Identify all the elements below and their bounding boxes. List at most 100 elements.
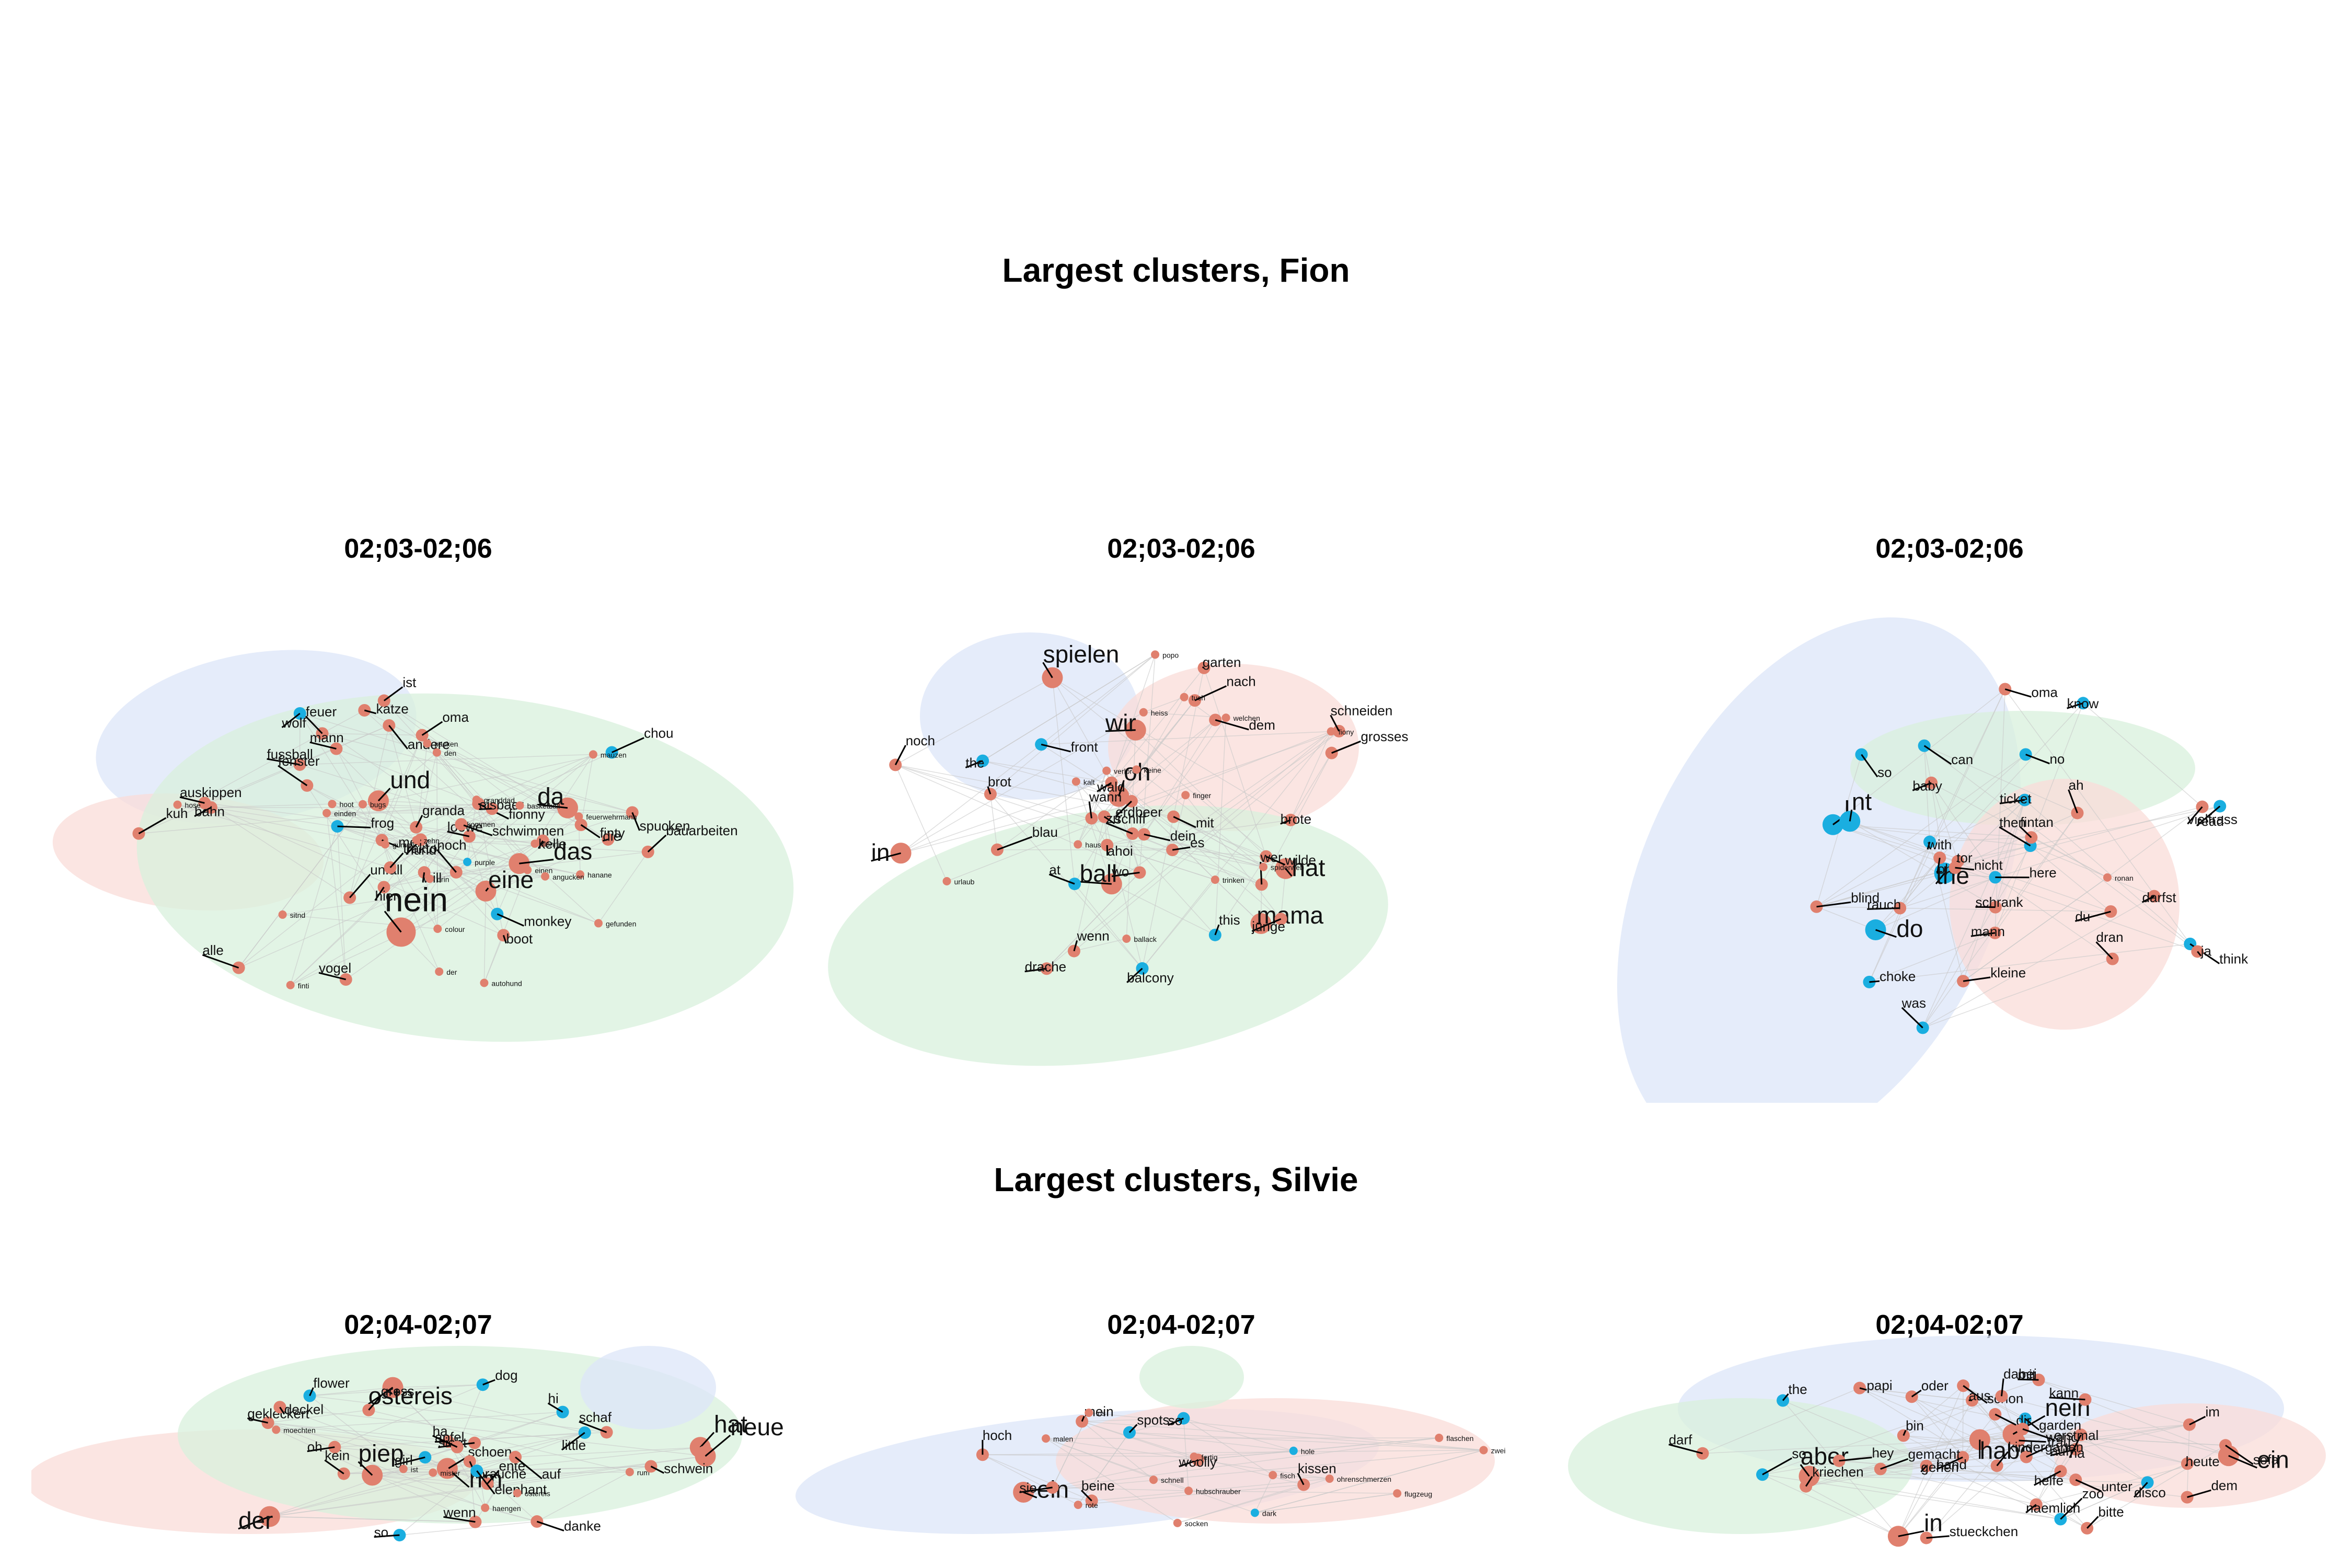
graph-edge xyxy=(423,872,439,929)
word-node xyxy=(399,1465,408,1473)
word-node xyxy=(1966,1394,1979,1407)
label-leader xyxy=(1963,1385,1988,1404)
graph-edge xyxy=(1052,677,1075,884)
label-leader xyxy=(1023,1491,1037,1498)
word-label: trinken xyxy=(1223,876,1244,884)
graph-edge xyxy=(1903,1435,2088,1529)
word-label: bin xyxy=(1906,1417,1924,1433)
graph-edge xyxy=(1254,1449,1484,1514)
graph-edge xyxy=(1762,1474,1899,1537)
graph-edge xyxy=(536,1471,630,1522)
graph-edge xyxy=(1816,867,1955,907)
word-label: here xyxy=(2030,865,2057,881)
graph-edge xyxy=(322,733,422,736)
word-label: with xyxy=(1927,837,1952,852)
label-leader xyxy=(1903,1429,1907,1436)
word-label: popo xyxy=(1162,651,1179,659)
word-node xyxy=(1209,713,1222,727)
graph-edge xyxy=(983,760,1112,783)
graph-edge xyxy=(990,654,1156,794)
label-leader xyxy=(1019,1486,1053,1493)
graph-edge xyxy=(238,872,457,969)
word-label: papi xyxy=(1866,1377,1892,1393)
word-label: wilde xyxy=(1285,852,1316,868)
word-label: schwimmen xyxy=(492,823,564,838)
label-leader xyxy=(1331,740,1362,754)
word-label: ostereis xyxy=(368,1382,453,1409)
word-node xyxy=(1989,1408,2002,1421)
word-label: ronan xyxy=(2115,874,2134,882)
graph-edge xyxy=(1185,794,1282,919)
graph-edge xyxy=(1924,745,2078,814)
network-graph: neinunddasdaeinefeuerunfallfintymannhier… xyxy=(52,650,794,1042)
word-node xyxy=(497,929,510,942)
word-label: frog xyxy=(371,815,394,831)
label-leader xyxy=(2187,806,2203,825)
word-node xyxy=(173,800,182,809)
label-leader xyxy=(2187,1489,2211,1498)
graph-edge xyxy=(485,1507,537,1522)
label-leader xyxy=(631,812,641,831)
graph-edge xyxy=(299,713,438,929)
word-label: brote xyxy=(1281,811,1311,827)
panel-title: 02;03-02;06 xyxy=(344,534,492,564)
word-label: drache xyxy=(1025,959,1067,975)
word-label: dein xyxy=(1170,828,1196,844)
graph-edge xyxy=(1111,667,1205,783)
label-leader xyxy=(2050,1448,2077,1457)
word-node xyxy=(1479,1446,1488,1455)
label-leader xyxy=(1024,967,1047,973)
label-leader xyxy=(422,872,425,883)
word-label: kein xyxy=(325,1448,350,1463)
graph-edge xyxy=(982,1454,1078,1505)
label-leader xyxy=(2034,1470,2061,1486)
word-node xyxy=(2181,1491,2194,1504)
graph-edge xyxy=(1074,883,1143,969)
label-leader xyxy=(432,1435,458,1448)
label-leader xyxy=(349,873,371,898)
word-node xyxy=(589,750,597,759)
graph-edge xyxy=(268,1422,486,1508)
word-label: vielfrass xyxy=(2187,811,2237,827)
word-label: ballack xyxy=(1134,935,1157,943)
label-leader xyxy=(2019,1439,2046,1443)
word-label: dran xyxy=(2096,929,2124,945)
graph-edge xyxy=(177,804,390,868)
word-node xyxy=(1101,838,1114,851)
word-node xyxy=(2183,1418,2196,1431)
label-leader xyxy=(1126,967,1143,983)
graph-edge xyxy=(309,1395,607,1433)
word-label: ostereis xyxy=(525,1490,550,1498)
graph-edge xyxy=(990,794,998,850)
word-label: hi xyxy=(548,1391,559,1406)
graph-edge xyxy=(1869,932,1996,983)
label-leader xyxy=(368,1395,382,1411)
word-node xyxy=(410,821,423,834)
graph-edge xyxy=(372,1474,537,1522)
graph-edge xyxy=(1023,1449,1484,1493)
graph-edge xyxy=(326,812,535,844)
graph-edge xyxy=(1074,697,1185,884)
word-label: moechten xyxy=(283,1426,315,1434)
label-leader xyxy=(2068,789,2078,814)
word-label: heute xyxy=(2186,1454,2220,1469)
label-leader xyxy=(1859,1387,1867,1391)
label-leader xyxy=(247,1417,268,1424)
word-label: frau xyxy=(2047,1435,2071,1450)
word-node xyxy=(2012,1434,2025,1447)
label-leader xyxy=(388,725,408,750)
word-node xyxy=(412,836,421,845)
word-label: oder xyxy=(1921,1378,1949,1393)
word-label: ohrenschmerzen xyxy=(1337,1475,1391,1483)
label-leader xyxy=(2022,1428,2055,1441)
graph-edge xyxy=(211,803,332,808)
word-label: packen xyxy=(434,740,458,748)
graph-edge xyxy=(475,1457,516,1523)
word-node xyxy=(432,748,441,757)
label-leader xyxy=(179,796,205,804)
graph-edge xyxy=(290,816,579,986)
graph-edge xyxy=(901,744,1042,854)
word-label: basketball xyxy=(527,802,560,810)
graph-edge xyxy=(1132,794,1186,834)
word-label: the xyxy=(1789,1381,1807,1397)
